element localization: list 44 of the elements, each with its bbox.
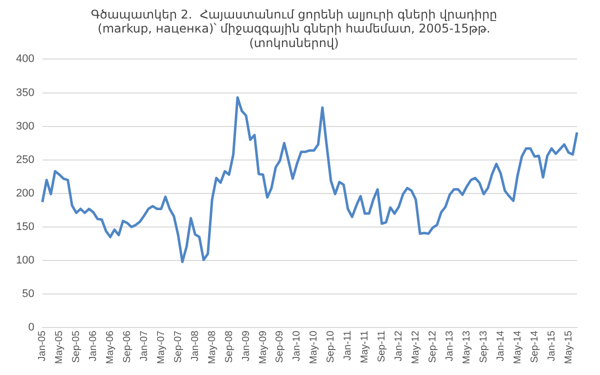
x-tick-label: Jan-09 [240, 330, 252, 362]
x-tick-label: May-08 [206, 330, 218, 364]
y-tick-label: 250 [16, 154, 34, 166]
x-tick-label: May-05 [54, 330, 66, 364]
y-tick-label: 50 [22, 288, 34, 300]
text: (markup, наценка)՝ միջազգային գների համեմատ, 2005-15թթ. [98, 22, 490, 36]
x-tick-label: May-15 [563, 330, 574, 364]
x-tick-label: Sep-12 [427, 330, 438, 363]
x-tick-label: Jan-14 [495, 330, 506, 362]
x-tick-label: Sep-09 [274, 330, 286, 363]
x-tick-label: Sep-11 [376, 330, 388, 362]
y-tick-label: 100 [16, 254, 34, 267]
x-tick-label: Jan-05 [37, 330, 48, 362]
y-tick-label: 200 [16, 187, 34, 200]
y-tick-label: 0 [28, 322, 34, 334]
x-tick-label: May-10 [308, 330, 320, 364]
text: (տոկոսներով) [249, 36, 339, 50]
x-tick-label: Jan-10 [292, 330, 303, 362]
x-tick-label: Sep-05 [71, 330, 82, 363]
x-tick-label: Sep-08 [224, 330, 235, 363]
x-tick-label: May-06 [104, 330, 116, 364]
x-tick-label: May-13 [461, 330, 472, 364]
y-tick-label: 150 [16, 221, 34, 234]
y-tick-label: 350 [16, 86, 34, 99]
x-tick-label: Jan-13 [444, 330, 456, 362]
y-tick-label: 300 [16, 120, 34, 132]
x-tick-label: May-11 [360, 330, 371, 364]
x-tick-label: Sep-13 [478, 330, 490, 363]
x-tick-label: Jan-07 [138, 330, 150, 362]
x-tick-label: Jan-15 [546, 330, 558, 362]
x-tick-label: Jan-12 [394, 330, 405, 362]
x-tick-label: May-07 [156, 330, 167, 364]
x-tick-label: Jan-08 [190, 330, 201, 362]
x-tick-label: Sep-06 [122, 330, 133, 363]
x-tick-label: Sep-07 [172, 330, 184, 363]
x-tick-label: May-14 [512, 330, 524, 364]
x-tick-label: Sep-10 [326, 330, 337, 363]
text: Գծապատկեր 2. Հայաստանում ցորենի ալյուրի գների վրադիրը [90, 7, 498, 22]
y-tick-label: 400 [16, 53, 34, 66]
x-tick-label: May-12 [410, 330, 422, 364]
x-tick-label: Sep-14 [529, 330, 540, 363]
x-tick-label: Jan-11 [342, 330, 354, 360]
x-tick-label: Jan-06 [88, 330, 100, 362]
x-tick-label: May-09 [258, 330, 269, 364]
